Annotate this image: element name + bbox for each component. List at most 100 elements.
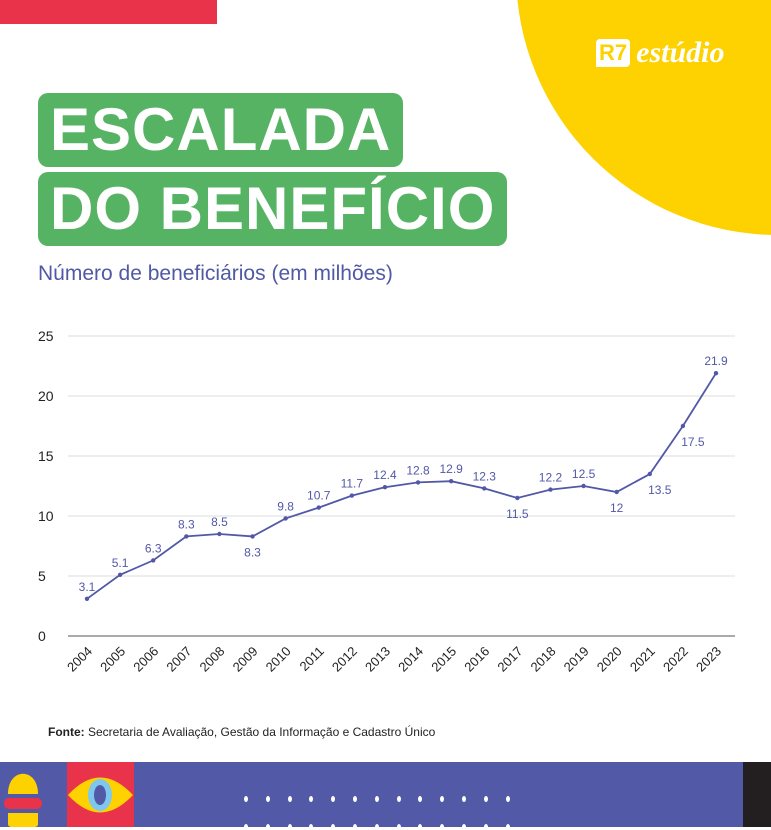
footer-dot xyxy=(440,796,445,802)
footer-dot xyxy=(396,796,401,802)
data-label: 12.9 xyxy=(439,462,463,476)
logo-mark: R7 xyxy=(596,39,631,67)
x-tick-label: 2020 xyxy=(594,644,625,675)
footer-dot xyxy=(244,796,248,802)
y-tick-label: 15 xyxy=(38,448,54,464)
y-tick-label: 20 xyxy=(38,388,54,404)
data-label: 12.2 xyxy=(539,471,563,485)
data-label: 21.9 xyxy=(704,354,728,368)
data-point xyxy=(151,558,156,563)
series-line xyxy=(86,372,717,600)
x-tick-label: 2019 xyxy=(561,644,592,675)
x-tick-label: 2009 xyxy=(230,644,261,675)
y-tick-label: 0 xyxy=(38,628,46,644)
footer-dot-pattern xyxy=(0,762,771,830)
data-label: 8.3 xyxy=(244,545,261,559)
red-accent-bar xyxy=(0,0,217,24)
eye-icon xyxy=(68,777,133,813)
data-label: 13.5 xyxy=(648,483,672,497)
logo-word: estúdio xyxy=(636,36,725,69)
footer-dot xyxy=(483,824,488,830)
data-point xyxy=(415,480,421,485)
footer-dot xyxy=(331,796,336,802)
footer-dot xyxy=(462,796,466,802)
yellow-circle-decoration xyxy=(517,0,771,235)
x-tick-label: 2016 xyxy=(461,644,492,675)
source-text: Secretaria de Avaliação, Gestão da Infor… xyxy=(84,725,436,739)
x-tick-label: 2023 xyxy=(693,644,724,675)
footer-dot xyxy=(353,796,357,802)
footer-dot xyxy=(505,824,510,830)
footer-dot xyxy=(374,824,379,830)
data-point xyxy=(482,486,487,491)
footer-dot xyxy=(265,824,270,830)
x-tick-label: 2017 xyxy=(494,644,525,675)
y-tick-label: 25 xyxy=(38,328,54,344)
data-point xyxy=(581,483,586,489)
footer-dot xyxy=(396,824,401,830)
y-tick-label: 10 xyxy=(38,508,54,524)
x-tick-label: 2012 xyxy=(329,644,360,675)
data-point xyxy=(250,534,255,539)
data-label: 10.7 xyxy=(307,489,331,503)
data-point xyxy=(217,531,222,537)
title-line-2: DO BENEFÍCIO xyxy=(38,172,508,246)
x-tick-label: 2007 xyxy=(163,644,194,675)
data-point xyxy=(84,596,90,601)
footer-icons xyxy=(4,773,133,827)
data-label: 17.5 xyxy=(681,435,705,449)
data-point xyxy=(548,487,553,492)
data-point xyxy=(680,423,686,429)
data-label: 12.4 xyxy=(373,468,397,482)
footer-dot xyxy=(287,824,292,830)
data-point xyxy=(316,505,321,510)
footer-dot xyxy=(331,824,336,830)
x-tick-label: 2018 xyxy=(528,644,559,675)
data-label: 12.8 xyxy=(406,463,430,477)
footer-dot xyxy=(505,796,510,802)
data-label: 8.3 xyxy=(178,517,195,531)
data-point xyxy=(448,479,454,484)
data-label: 11.5 xyxy=(506,507,529,521)
data-label: 11.7 xyxy=(341,477,364,491)
data-point xyxy=(713,371,719,376)
data-point xyxy=(382,485,388,490)
x-tick-label: 2014 xyxy=(395,644,426,675)
footer-dot xyxy=(287,796,292,802)
r7-estudio-logo: R7 estúdio xyxy=(596,36,724,70)
x-tick-label: 2022 xyxy=(660,644,691,675)
data-point xyxy=(647,471,652,477)
x-tick-label: 2015 xyxy=(428,644,459,675)
data-label: 12.5 xyxy=(572,467,596,481)
footer-dot xyxy=(244,824,248,830)
data-point xyxy=(614,489,619,495)
data-label: 12 xyxy=(610,501,624,515)
data-point xyxy=(184,534,189,539)
x-tick-label: 2005 xyxy=(97,644,128,675)
data-point xyxy=(515,495,520,501)
source-label: Fonte: xyxy=(48,725,85,739)
data-point xyxy=(117,572,123,577)
data-label: 6.3 xyxy=(145,541,162,555)
x-tick-label: 2010 xyxy=(263,644,294,675)
footer-dot xyxy=(309,796,314,802)
data-label: 12.3 xyxy=(473,469,497,483)
footer-dot xyxy=(265,796,270,802)
footer-dot xyxy=(418,796,423,802)
data-label: 5.1 xyxy=(112,556,129,570)
footer-dot xyxy=(374,796,379,802)
chart-subtitle: Número de beneficiários (em milhões) xyxy=(38,262,393,285)
data-label: 8.5 xyxy=(211,515,228,529)
data-point xyxy=(283,516,288,521)
footer-dot xyxy=(418,824,423,830)
burger-icon xyxy=(4,773,42,827)
data-label: 9.8 xyxy=(277,499,294,513)
x-tick-label: 2011 xyxy=(296,644,326,674)
x-tick-label: 2021 xyxy=(627,644,658,675)
x-tick-label: 2008 xyxy=(196,644,227,675)
x-tick-label: 2006 xyxy=(130,644,161,675)
title-line-1: ESCALADA xyxy=(38,93,404,167)
x-tick-label: 2004 xyxy=(64,644,95,675)
footer-dot xyxy=(353,824,357,830)
